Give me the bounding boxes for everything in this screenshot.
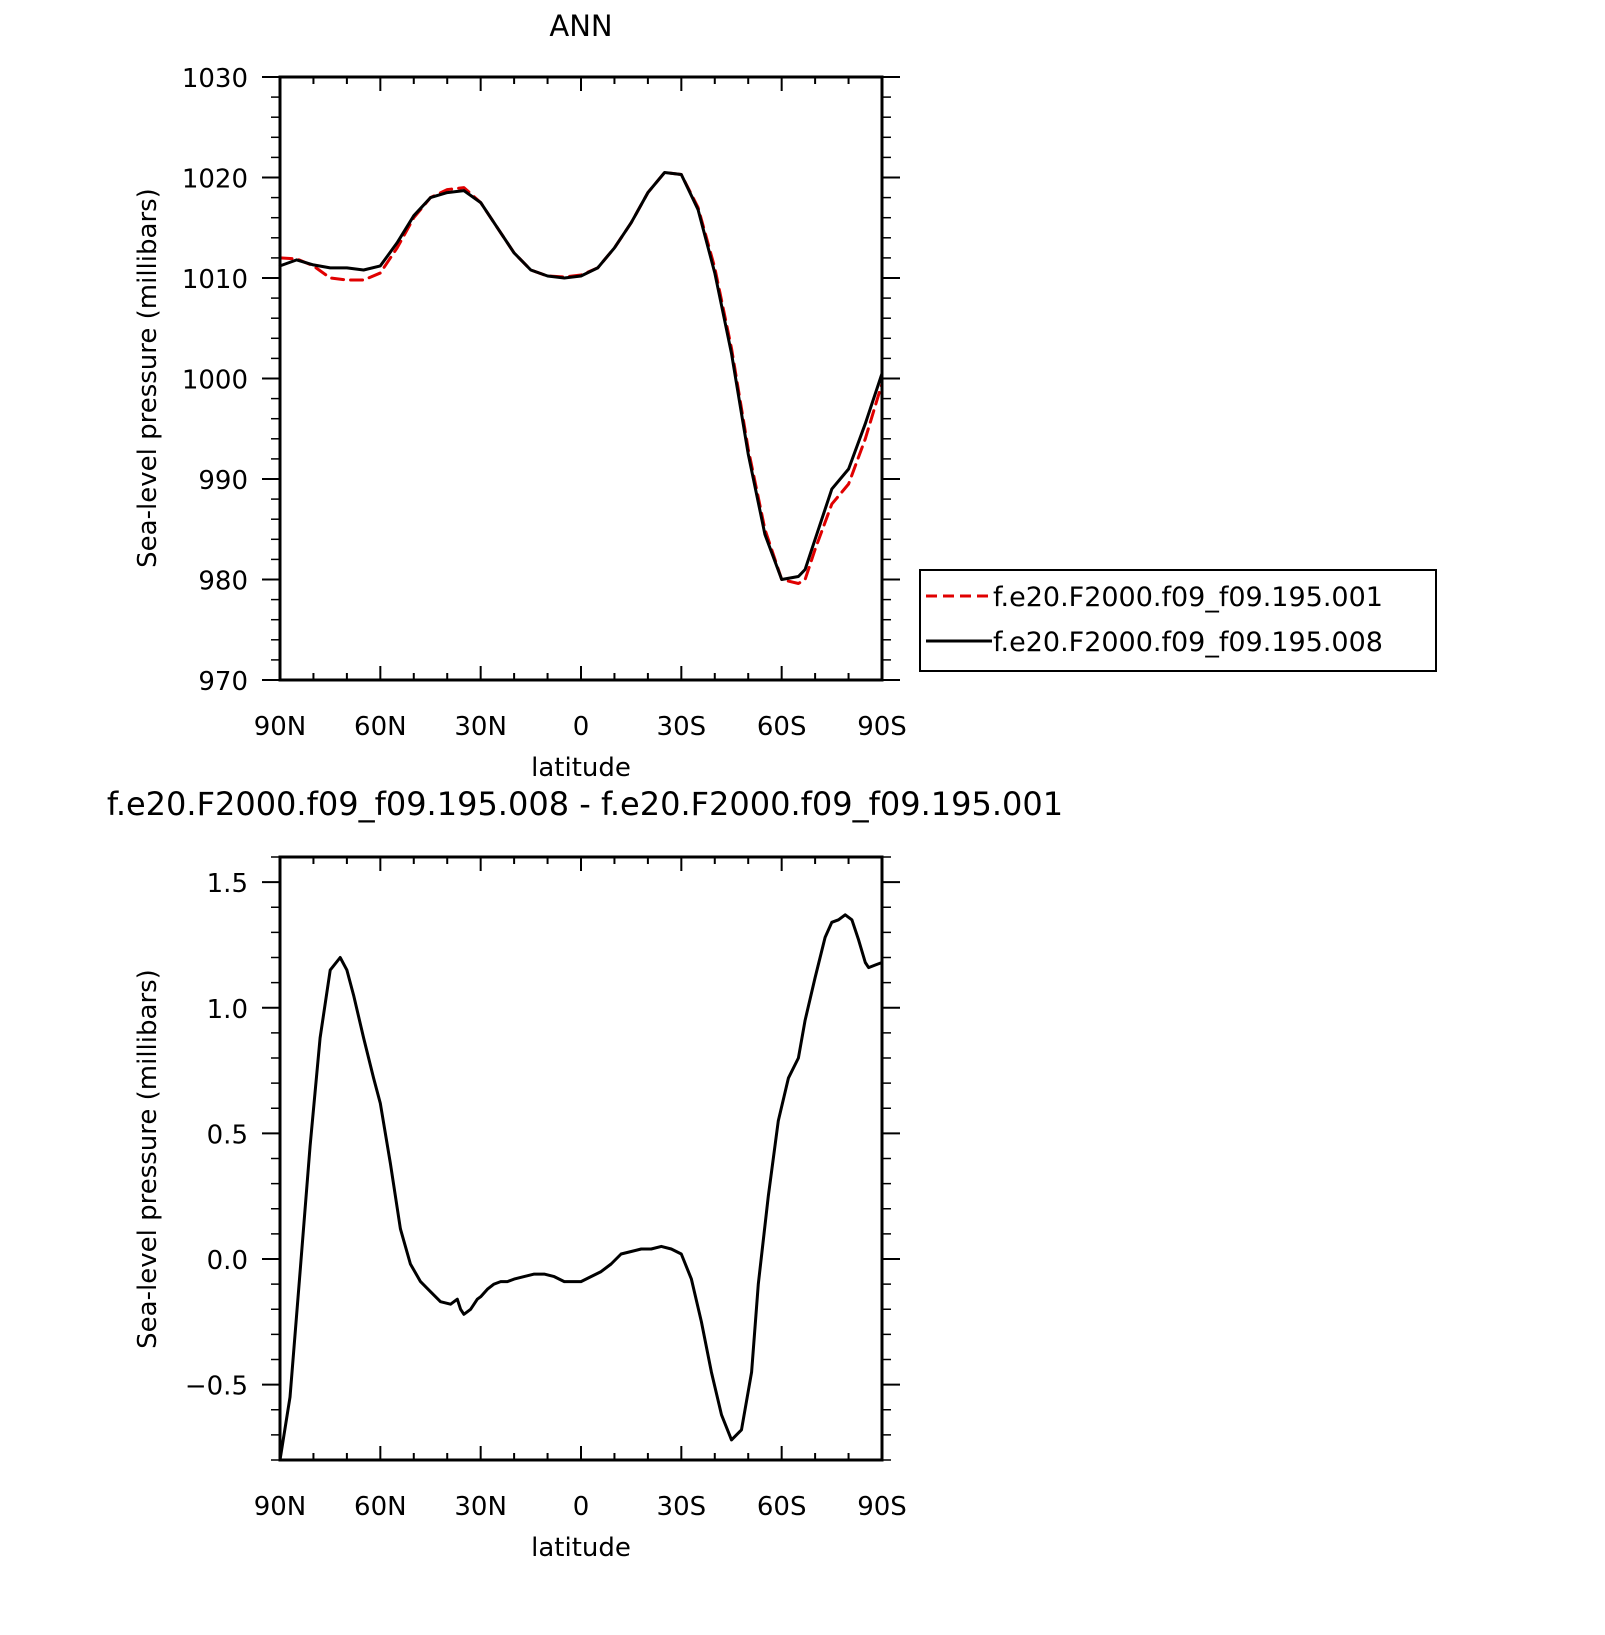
- series-line-1: [278, 171, 884, 585]
- x-tick-label: 0: [573, 1492, 590, 1522]
- x-tick-label: 60N: [354, 712, 407, 742]
- x-tick-label: 30N: [454, 1492, 507, 1522]
- series-lines: [278, 913, 884, 1462]
- y-axis-label: Sea-level pressure (millibars): [133, 188, 163, 568]
- x-axis-label: latitude: [531, 753, 631, 783]
- x-tick-label: 0: [573, 712, 590, 742]
- tick-marks: [262, 856, 900, 1461]
- x-tick-label: 60N: [354, 1492, 407, 1522]
- y-tick-label: 1000: [182, 366, 248, 396]
- y-tick-label: 1.0: [207, 995, 248, 1025]
- tick-labels: 90N 60N 30N 0 30S 60S 90S 970 980 990 1000 1010 1020…: [182, 64, 907, 742]
- x-tick-label: 90N: [254, 712, 307, 742]
- legend-label-series-1: f.e20.F2000.f09_f09.195.001: [993, 582, 1383, 613]
- x-tick-label: 90S: [857, 712, 907, 742]
- x-tick-label: 30N: [454, 712, 507, 742]
- y-tick-label: 0.0: [207, 1246, 248, 1276]
- x-tick-label: 30S: [657, 1492, 707, 1522]
- chart-title: f.e20.F2000.f09_f09.195.008 - f.e20.F200…: [107, 785, 1063, 823]
- y-tick-label: −0.5: [185, 1372, 248, 1402]
- x-axis-label: latitude: [531, 1533, 631, 1563]
- y-axis-label: Sea-level pressure (millibars): [133, 969, 163, 1349]
- tick-marks: [262, 76, 900, 681]
- y-tick-label: 1010: [182, 265, 248, 295]
- x-tick-label: 60S: [757, 1492, 807, 1522]
- x-tick-label: 90N: [254, 1492, 307, 1522]
- y-tick-label: 990: [198, 466, 248, 496]
- y-tick-label: 1020: [182, 165, 248, 195]
- plot-frame: [278, 855, 884, 1462]
- x-tick-label: 60S: [757, 712, 807, 742]
- series-lines: [278, 171, 884, 585]
- plot-frame: [278, 75, 884, 682]
- panel-top: ANN Sea-level pressure (millibars) latit…: [133, 9, 907, 783]
- y-tick-label: 1030: [182, 64, 248, 94]
- series-line-2: [278, 171, 884, 581]
- panel-bottom: f.e20.F2000.f09_f09.195.008 - f.e20.F200…: [107, 785, 1063, 1563]
- y-tick-label: 1.5: [207, 869, 248, 899]
- legend-box: [919, 569, 1437, 672]
- series-line-1: [278, 913, 884, 1462]
- y-tick-label: 980: [198, 567, 248, 597]
- x-tick-label: 90S: [857, 1492, 907, 1522]
- x-tick-label: 30S: [657, 712, 707, 742]
- legend: f.e20.F2000.f09_f09.195.001 f.e20.F2000.…: [919, 569, 1437, 672]
- legend-label-series-2: f.e20.F2000.f09_f09.195.008: [993, 627, 1383, 658]
- y-tick-label: 970: [198, 667, 248, 697]
- tick-labels: 90N 60N 30N 0 30S 60S 90S −0.5 0.0 0.5 1.0 1.5: [185, 869, 907, 1522]
- chart-title: ANN: [549, 9, 612, 43]
- y-tick-label: 0.5: [207, 1120, 248, 1150]
